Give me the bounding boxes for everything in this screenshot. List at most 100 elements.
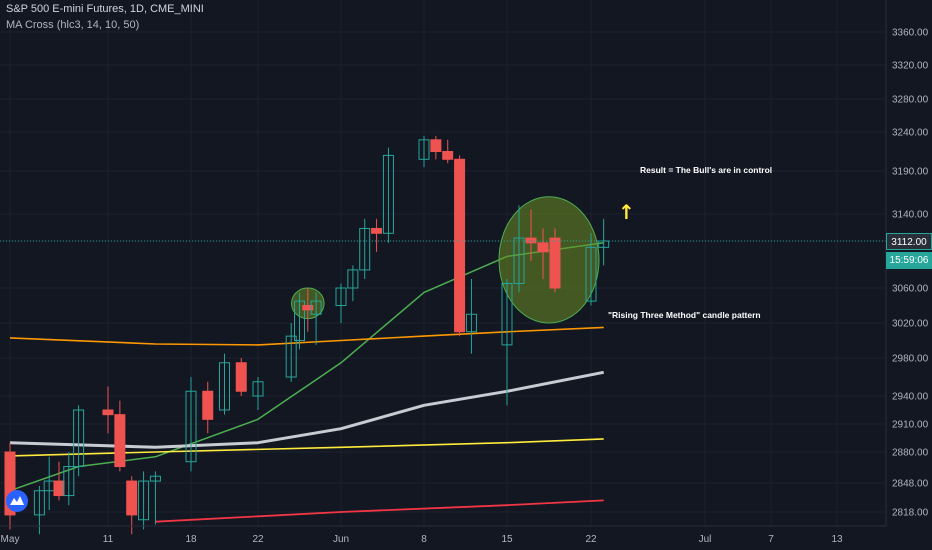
candle-body [53, 480, 65, 497]
y-tick-label: 3280.00 [892, 95, 929, 106]
candle-body [63, 466, 75, 497]
candle-body [294, 300, 305, 341]
x-tick-label: 8 [421, 534, 427, 545]
x-tick-label: 7 [768, 534, 774, 545]
last-price-badge: 3112.00 [886, 233, 932, 250]
ma-line-yellow [9, 438, 604, 457]
x-tick-label: 15 [501, 534, 513, 545]
candle [310, 292, 322, 345]
candle [442, 139, 454, 164]
candle [465, 278, 477, 354]
candle-body [310, 300, 322, 315]
candle [335, 283, 347, 323]
y-tick-label: 2940.00 [892, 392, 929, 403]
y-tick-label: 3140.00 [892, 210, 929, 221]
candle [285, 323, 297, 382]
y-tick-label: 3060.00 [892, 284, 929, 295]
candle-body [430, 139, 442, 153]
y-tick-label: 2848.00 [892, 479, 929, 490]
candle [347, 265, 359, 302]
candle [501, 278, 513, 406]
candle-body [382, 154, 394, 234]
candle [102, 386, 114, 434]
candle-body [4, 451, 16, 516]
candle-body [359, 227, 371, 271]
candle-body [549, 237, 561, 289]
ma-line-orange [9, 326, 604, 346]
x-tick-label: May [1, 534, 20, 545]
candle [138, 471, 150, 530]
y-tick-label: 2980.00 [892, 354, 929, 365]
candle [598, 218, 610, 266]
y-tick-label: 3190.00 [892, 167, 929, 178]
candle-body [138, 480, 150, 521]
candle [63, 452, 75, 506]
candle-body [202, 390, 214, 420]
candle [235, 358, 247, 396]
candle [371, 218, 383, 252]
candle-body [371, 227, 383, 234]
candle-body [537, 242, 549, 253]
candle [53, 461, 65, 501]
candle [454, 155, 466, 337]
pattern-annotation: "Rising Three Method" candle pattern [608, 310, 761, 320]
indicator-title[interactable]: MA Cross (hlc3, 14, 10, 50) [6, 19, 140, 31]
candle [4, 442, 16, 530]
x-tick-label: 11 [103, 534, 114, 545]
candle [585, 233, 597, 306]
symbol-title[interactable]: S&P 500 E-mini Futures, 1D, CME_MINI [6, 3, 204, 15]
y-tick-label: 2818.00 [892, 508, 929, 519]
x-tick-label: 13 [831, 534, 843, 545]
ma-line-red [155, 499, 604, 523]
candle-body [513, 237, 525, 284]
candle-body [465, 313, 477, 333]
y-tick-label: 3360.00 [892, 28, 929, 39]
y-tick-label: 2880.00 [892, 448, 929, 459]
candle [219, 353, 230, 415]
x-tick-label: 18 [185, 534, 197, 545]
candle [252, 377, 264, 410]
y-axis-ticks: 3360.00 3320.00 3280.00 3240.00 3190.00 3140.… [892, 28, 929, 519]
candle-body [501, 282, 513, 346]
candle-body [149, 475, 161, 482]
ma-line-white [9, 370, 604, 449]
y-tick-label: 3240.00 [892, 128, 929, 139]
candle-body [114, 414, 126, 468]
y-tick-label: 2910.00 [892, 420, 929, 431]
candle [359, 218, 371, 279]
x-tick-label: Jun [333, 534, 349, 545]
candle-body [585, 246, 597, 302]
candle [418, 135, 430, 168]
candle [294, 292, 305, 350]
ma-line-green [9, 242, 604, 492]
candle [302, 288, 314, 332]
candle-body [285, 335, 297, 378]
candle-body [33, 490, 45, 516]
candle-body [102, 409, 114, 416]
x-tick-label: Jul [699, 534, 712, 545]
candle [525, 209, 537, 261]
y-tick-label: 3020.00 [892, 319, 929, 330]
candle [114, 400, 126, 472]
candle [33, 485, 45, 535]
candle-body [335, 287, 347, 306]
candle-body [185, 390, 197, 463]
x-axis-ticks: May 11 18 22 Jun 8 15 22 Jul 7 13 [1, 534, 843, 545]
candle-body [418, 139, 430, 160]
candles [4, 135, 610, 535]
candle [537, 228, 549, 279]
candle [126, 476, 138, 535]
result-annotation: Result = The Bull's are in control [640, 165, 772, 175]
candle [149, 471, 161, 525]
candle-body [252, 381, 264, 397]
candle-body [73, 409, 85, 468]
tradingview-logo-icon[interactable] [6, 490, 28, 512]
bar-countdown-badge: 15:59:06 [886, 252, 932, 269]
x-tick-label: 22 [585, 534, 597, 545]
candle-body [126, 480, 138, 516]
highlight-ellipse-2 [498, 196, 600, 324]
candle-body [525, 237, 537, 244]
x-tick-label: 22 [252, 534, 264, 545]
candle-body [442, 151, 454, 160]
